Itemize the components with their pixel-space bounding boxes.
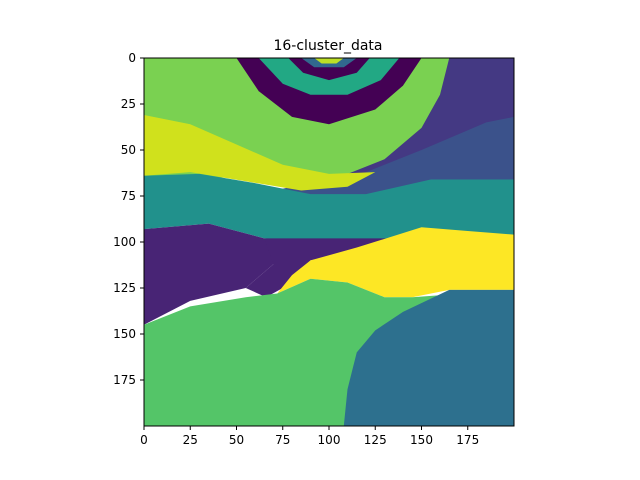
heatmap-image	[144, 58, 514, 426]
x-tick-label: 175	[456, 433, 479, 447]
x-tick-label: 25	[183, 433, 198, 447]
x-tick-label: 125	[364, 433, 387, 447]
x-tick-label: 0	[140, 433, 148, 447]
y-tick-label: 50	[121, 143, 136, 157]
cluster-region-mid-teal	[144, 173, 514, 244]
x-tick-label: 100	[318, 433, 341, 447]
x-tick-label: 75	[275, 433, 290, 447]
cluster-region-ring-center-yellowgreen	[314, 58, 344, 64]
y-tick-label: 125	[113, 281, 136, 295]
y-tick-label: 75	[121, 189, 136, 203]
x-tick-label: 150	[410, 433, 433, 447]
y-tick-label: 25	[121, 97, 136, 111]
cluster-region-ring-purple-2	[288, 58, 370, 81]
y-tick-label: 175	[113, 373, 136, 387]
cluster-region-bottom-right-blue	[343, 289, 514, 426]
y-tick-label: 100	[113, 235, 136, 249]
cluster-region-left-yellow	[144, 115, 376, 191]
x-axis: 0 25 50 75 100 125 150 175	[140, 426, 479, 447]
y-axis: 0 25 50 75 100 125 150 175	[113, 51, 144, 387]
cluster-region-mid-yellow	[277, 227, 514, 298]
y-tick-label: 150	[113, 327, 136, 341]
x-tick-label: 50	[229, 433, 244, 447]
y-tick-label: 0	[128, 51, 136, 65]
cluster-region-mid-purple-2	[245, 238, 422, 298]
cluster-region-mid-purple	[144, 223, 302, 325]
chart-title: 16-cluster_data	[273, 38, 382, 54]
